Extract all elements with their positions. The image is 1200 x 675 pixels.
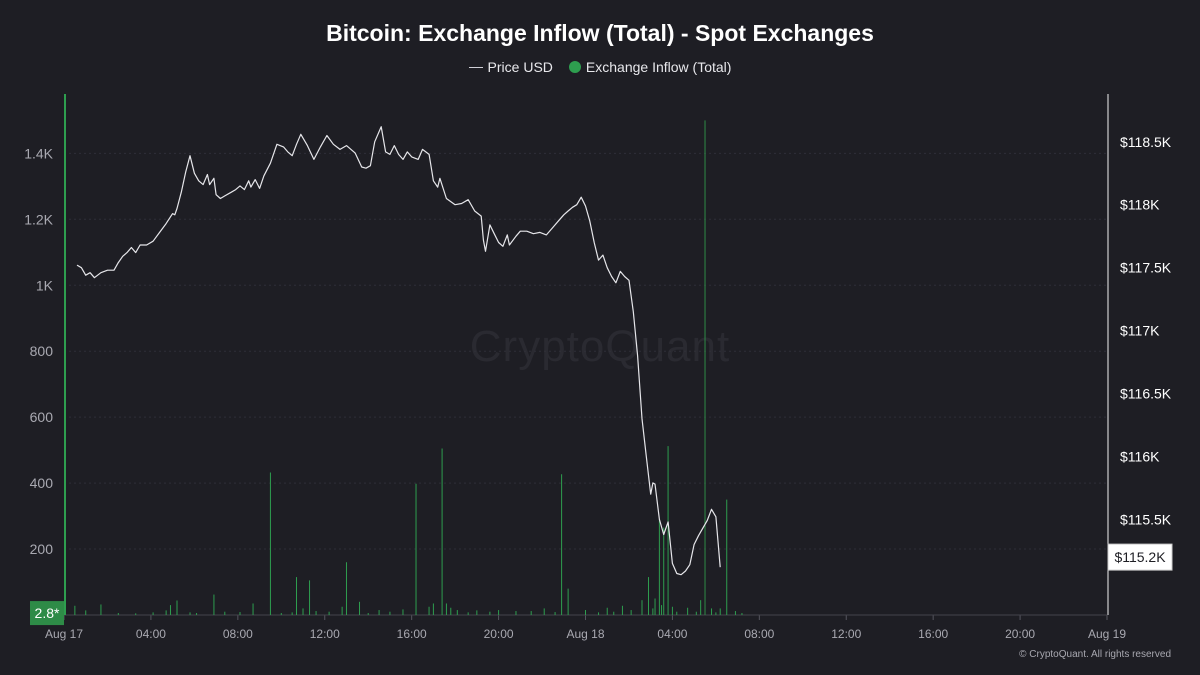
y-left-tick-label: 1K [36, 277, 54, 293]
price-line-swatch-icon [468, 66, 483, 68]
y-right-tick-label: $115.5K [1120, 511, 1172, 527]
x-tick-label: Aug 17 [45, 627, 83, 641]
x-tick-label: 08:00 [223, 627, 253, 641]
copyright: © CryptoQuant. All rights reserved [1019, 649, 1171, 660]
inflow-dot-swatch-icon [568, 61, 581, 73]
x-tick-label: Aug 18 [566, 627, 604, 641]
y-right-tick-label: $118.5K [1120, 134, 1172, 150]
y-left-tick-label: 600 [30, 409, 54, 425]
price-line[interactable] [76, 126, 721, 576]
x-tick-label: 08:00 [744, 627, 774, 641]
x-tick-label: 20:00 [484, 627, 514, 641]
inflow-current-label: 2.8* [35, 605, 60, 621]
legend-item-inflow[interactable]: Exchange Inflow (Total) [568, 59, 732, 75]
chart-title: Bitcoin: Exchange Inflow (Total) - Spot … [326, 20, 874, 46]
x-tick-label: 12:00 [310, 627, 340, 641]
y-right-tick-label: $116K [1120, 448, 1160, 464]
legend-label-inflow: Exchange Inflow (Total) [585, 59, 732, 75]
y-right-tick-label: $116.5K [1120, 386, 1172, 402]
price-current-badge [1107, 543, 1173, 571]
y-left-tick-label: 400 [30, 475, 54, 491]
x-tick-label: 04:00 [136, 627, 166, 641]
x-tick-label: 20:00 [1005, 627, 1035, 641]
x-tick-label: 16:00 [397, 627, 427, 641]
legend: Price USD Exchange Inflow (Total) [0, 59, 1200, 75]
watermark: CryptoQuant [469, 322, 731, 371]
inflow-current-badge [30, 601, 64, 626]
y-right-tick-label: $118K [1120, 197, 1160, 213]
y-right-tick-label: $117.5K [1120, 260, 1172, 276]
x-tick-label: Aug 19 [1088, 627, 1126, 641]
y-left-tick-label: 200 [30, 541, 54, 557]
legend-label-price: Price USD [487, 59, 553, 75]
y-right-tick-label: $117K [1120, 323, 1160, 339]
x-tick-label: 12:00 [831, 627, 861, 641]
x-tick-label: 16:00 [918, 627, 948, 641]
y-left-tick-label: 1.4K [24, 145, 53, 161]
x-tick-label: 04:00 [657, 627, 687, 641]
legend-item-price[interactable]: Price USD [468, 59, 553, 75]
y-left-tick-label: 1.2K [24, 211, 53, 227]
y-left-tick-label: 800 [30, 343, 54, 359]
price-current-label: $115.2K [1114, 549, 1166, 565]
